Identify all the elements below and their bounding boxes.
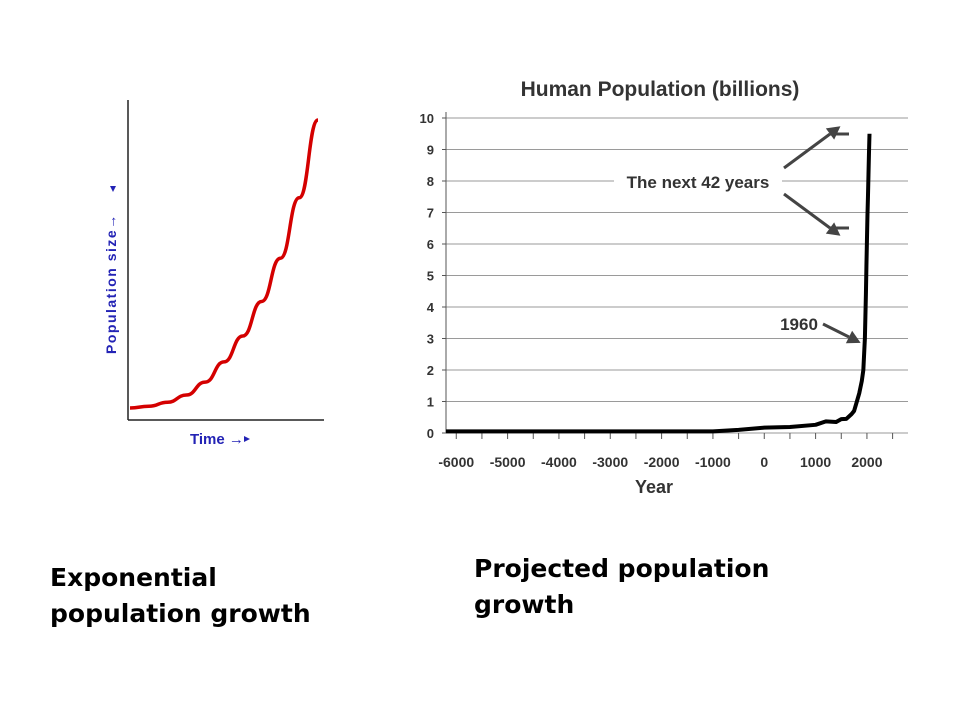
annotation-1960: 1960 bbox=[780, 315, 818, 334]
right-marks: 0 1 2 3 4 5 6 7 8 9 10 -6000 -5000 -4000 -3000 -2000 -10… bbox=[420, 111, 908, 470]
population-line bbox=[446, 133, 872, 434]
chart-title: Human Population (billions) bbox=[521, 78, 800, 101]
x-tick-label: -4000 bbox=[541, 454, 577, 470]
x-axis-label: Year bbox=[635, 477, 673, 497]
left-ylabel: Population size→ bbox=[103, 213, 119, 354]
caption-projected: Projected population growth bbox=[474, 554, 770, 619]
x-tick-label: -6000 bbox=[438, 454, 474, 470]
y-tick-label: 6 bbox=[427, 237, 434, 252]
exponential-curve bbox=[129, 118, 320, 410]
y-tick-label: 1 bbox=[427, 395, 434, 410]
x-tick-label: -2000 bbox=[644, 454, 680, 470]
left-xlabel: Time → bbox=[190, 431, 244, 448]
arrow-lower bbox=[783, 192, 831, 230]
x-tick-label: -1000 bbox=[695, 454, 731, 470]
arrow-upper bbox=[783, 132, 831, 170]
caption-exponential: Exponential population growth bbox=[50, 563, 311, 628]
left-marks bbox=[110, 100, 324, 442]
human-population-chart: 0 1 2 3 4 5 6 7 8 9 10 -6000 -5000 -4000 -3000 -2000 -10… bbox=[420, 78, 908, 497]
y-tick-label: 9 bbox=[427, 143, 434, 158]
annotation-arrows bbox=[783, 126, 861, 344]
x-tick-label: -5000 bbox=[490, 454, 526, 470]
x-arrow-icon bbox=[244, 436, 250, 442]
arrow-1960 bbox=[822, 322, 850, 339]
y-tick-label: 0 bbox=[427, 426, 434, 441]
y-tick-label: 7 bbox=[427, 206, 434, 221]
arrow-1960-head bbox=[845, 330, 861, 344]
y-tick-label: 4 bbox=[427, 300, 435, 315]
annotation-next-42-years: The next 42 years bbox=[627, 173, 770, 192]
annotation-box bbox=[614, 166, 782, 196]
y-tick-label: 3 bbox=[427, 332, 434, 347]
y-arrow-icon bbox=[110, 186, 116, 192]
x-tick-label: 2000 bbox=[851, 454, 882, 470]
exponential-growth-chart: Population size→ Time → bbox=[103, 100, 324, 448]
x-tick-label: 1000 bbox=[800, 454, 831, 470]
x-tick-label: -3000 bbox=[592, 454, 628, 470]
y-tick-label: 5 bbox=[427, 269, 434, 284]
y-tick-label: 8 bbox=[427, 174, 434, 189]
x-tick-label: 0 bbox=[760, 454, 768, 470]
y-tick-label: 10 bbox=[420, 111, 434, 126]
y-tick-label: 2 bbox=[427, 363, 434, 378]
